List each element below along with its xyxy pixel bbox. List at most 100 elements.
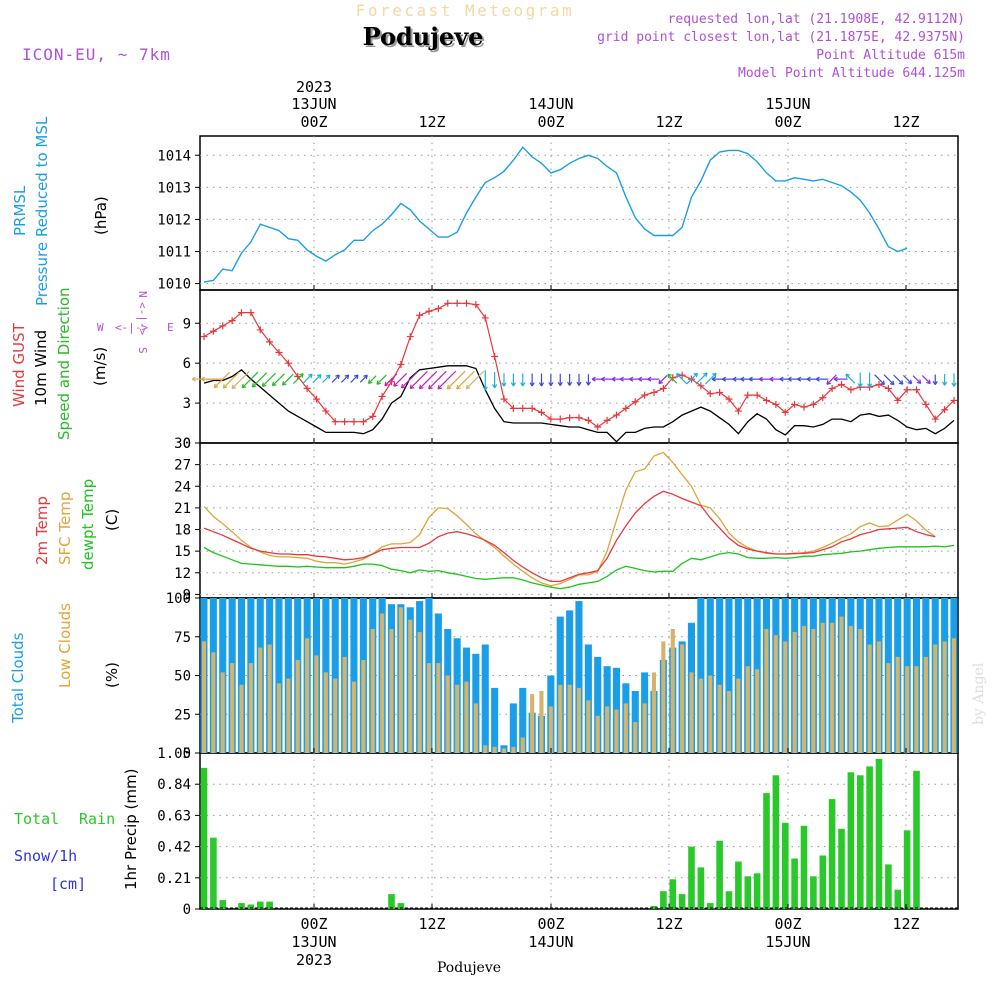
wind-gust-marker (584, 416, 592, 424)
low-clouds-bar (548, 706, 553, 753)
low-clouds-bar (586, 700, 591, 753)
wind-direction-arrowhead (880, 380, 885, 386)
total-clouds-bar (566, 610, 574, 753)
top-time-label: 12Z (655, 113, 682, 131)
y-tick-label: 0 (183, 746, 191, 762)
low-clouds-bar (201, 641, 206, 753)
top-date-label: 14JUN (528, 95, 573, 113)
wind-gust-marker (678, 371, 686, 379)
y-tick-label: 6 (183, 356, 191, 372)
wind-direction-arrowhead (393, 382, 398, 387)
precip-bar (650, 906, 658, 909)
wind-direction-arrowhead (629, 376, 634, 382)
wind-direction-arrowhead (456, 384, 461, 390)
wind-gust-marker (444, 299, 452, 307)
wind-gust-marker (838, 380, 845, 388)
wind-gust-marker (434, 305, 442, 313)
wind-gust-marker (266, 338, 274, 346)
wind-gust-marker (903, 386, 911, 394)
compass-north: N (136, 291, 149, 298)
bottom-time-label: 12Z (655, 915, 682, 933)
wind-direction-arrowhead (376, 380, 381, 385)
compass-rose: W E <-|-> N <-|-> S (97, 291, 174, 354)
low-clouds-bar (886, 663, 891, 753)
wind-gust-marker (950, 396, 958, 404)
y-tick-label: 1011 (157, 245, 191, 261)
wind-direction-arrowhead (898, 380, 904, 385)
y-tick-label: 21 (174, 501, 191, 517)
precip-bar (669, 879, 677, 909)
wind-direction-arrow (695, 372, 708, 385)
pressure-label-2: Pressure Reduced to MSL (33, 116, 51, 306)
low-clouds-bar (726, 691, 731, 753)
low-clouds-bar (867, 644, 872, 753)
wind-gust-marker (575, 414, 583, 422)
low-clouds-bar (914, 666, 919, 753)
wind-direction-arrowhead (367, 379, 373, 384)
wind-direction-arrowhead (619, 376, 624, 382)
low-clouds-bar (520, 737, 525, 753)
wind-direction-arrowhead (344, 374, 350, 380)
compass-arrows-v: <-|-> (136, 302, 149, 335)
wind-gust-marker (922, 400, 930, 408)
low-clouds-bar (680, 644, 685, 753)
y-tick-label: 27 (174, 458, 191, 474)
precip-bar (791, 858, 798, 909)
wind-direction-arrow (340, 374, 350, 383)
low-clouds-bar (220, 672, 225, 753)
wind-gust-marker (509, 404, 517, 412)
wind-gust-marker (538, 408, 545, 416)
grid-point: grid point closest lon,lat (21.1875E, 42… (597, 30, 965, 45)
low-clouds-bar (408, 619, 413, 753)
wind-gust-marker (744, 391, 752, 399)
low-clouds-bar (230, 663, 235, 753)
wind-gust-marker (894, 396, 902, 404)
wind-gust-marker (763, 396, 770, 404)
wind-direction-arrowhead (826, 380, 831, 385)
y-tick-label: 15 (174, 544, 191, 560)
wind-gust-marker (884, 384, 892, 392)
wind-direction-arrowhead (465, 384, 471, 390)
wind-direction-arrowhead (576, 381, 582, 386)
y-tick-label: 0.42 (157, 840, 191, 856)
wind-gust-marker (397, 361, 405, 369)
total-clouds-bar (519, 687, 527, 753)
low-clouds-bar (745, 666, 750, 753)
top-time-label: 00Z (774, 113, 801, 131)
wind-gust-marker (734, 407, 742, 415)
temp-2m-label: 2m Temp (33, 496, 51, 565)
wind-direction-arrowhead (815, 376, 820, 382)
y-tick-label: 75 (174, 630, 191, 646)
wind-direction-arrowhead (926, 379, 931, 385)
low-clouds-bar (398, 607, 403, 753)
low-clouds-bar (670, 629, 675, 753)
wind-gust-marker (528, 404, 536, 412)
wind-direction-arrow (368, 375, 377, 384)
wind-direction-arrowhead (529, 382, 535, 387)
wind-gust-marker (772, 400, 780, 408)
grid-layer (200, 136, 958, 909)
precip-bar (819, 855, 827, 909)
wind-gust-marker (603, 416, 611, 424)
bottom-time-label: 12Z (892, 915, 919, 933)
temp-sfc-label: SFC Temp (56, 492, 74, 565)
bottom-time-label: 00Z (774, 915, 801, 933)
wind-direction-arrowhead (548, 382, 554, 387)
wind-direction-arrowhead (482, 386, 488, 391)
total-clouds-bar (509, 703, 517, 753)
wind-gust-marker (650, 388, 658, 396)
wind-direction-arrow (393, 372, 408, 387)
wind-direction-arrowhead (520, 382, 526, 387)
low-clouds-bar (801, 625, 806, 753)
low-clouds-bar (492, 746, 497, 753)
wind-gust-label: Wind GUST (10, 322, 28, 407)
total-clouds-bar (331, 598, 339, 753)
low-clouds-bar (305, 638, 310, 753)
low-clouds-bar (755, 669, 760, 753)
wind-gust-marker (913, 386, 920, 394)
wind-direction-arrow (667, 373, 678, 384)
low-clouds-bar (361, 660, 366, 753)
wind-direction-arrow (272, 373, 285, 387)
y-tick-label: 9 (183, 316, 191, 332)
